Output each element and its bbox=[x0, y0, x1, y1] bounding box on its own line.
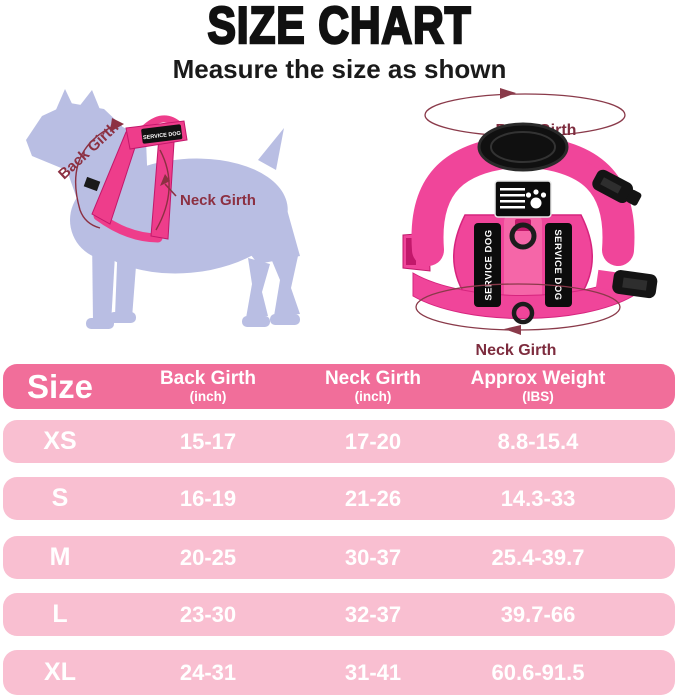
harness-neck-girth-label: Neck Girth bbox=[476, 342, 557, 359]
mesh-pad bbox=[477, 122, 569, 172]
back-girth-arrow-icon bbox=[500, 88, 516, 99]
back-girth-arrow-icon bbox=[110, 118, 124, 132]
neck-girth-value: 21-26 bbox=[344, 485, 402, 511]
column-unit: (inch) bbox=[189, 389, 227, 405]
neck-girth-arrow-icon bbox=[160, 174, 170, 186]
svg-text:SERVICE DOG: SERVICE DOG bbox=[552, 229, 563, 300]
harness-neck-girth-annotation: Neck Girth bbox=[415, 283, 621, 359]
column-header-size: Size bbox=[26, 367, 94, 405]
table-row-l: L 23-30 32-37 39.7-66 bbox=[3, 593, 675, 636]
flag-paw-patch bbox=[494, 180, 552, 218]
dog-neck-girth-annotation: Neck Girth bbox=[155, 149, 256, 231]
size-label: XL bbox=[44, 658, 76, 686]
dog-neck-girth-label: Neck Girth bbox=[180, 192, 256, 209]
neck-girth-value: 31-41 bbox=[344, 659, 402, 685]
back-girth-value: 16-19 bbox=[179, 485, 237, 511]
size-table: Size Back Girth (inch) Neck Girth (inch)… bbox=[3, 364, 675, 698]
service-patch-right: SERVICE DOG bbox=[545, 223, 572, 307]
neck-girth-value: 32-37 bbox=[344, 601, 402, 627]
back-girth-value: 24-31 bbox=[179, 659, 237, 685]
column-unit: (inch) bbox=[354, 389, 392, 405]
bottom-d-ring bbox=[511, 301, 535, 325]
weight-value: 8.8-15.4 bbox=[497, 428, 579, 454]
service-patch-left: SERVICE DOG bbox=[474, 223, 501, 307]
back-girth-value: 20-25 bbox=[179, 544, 237, 570]
column-header-approx-weight: Approx Weight (IBS) bbox=[447, 369, 629, 404]
dog-service-patch: SERVICE DOG bbox=[141, 124, 183, 144]
table-header-row: Size Back Girth (inch) Neck Girth (inch)… bbox=[3, 364, 675, 409]
svg-text:SERVICE DOG: SERVICE DOG bbox=[484, 229, 495, 300]
size-label: XS bbox=[43, 427, 77, 455]
size-label: M bbox=[49, 543, 71, 571]
strap-buckle bbox=[83, 176, 101, 192]
page-subtitle: Measure the size as shown bbox=[172, 54, 507, 84]
back-girth-value: 23-30 bbox=[179, 601, 237, 627]
svg-text:SERVICE DOG: SERVICE DOG bbox=[143, 131, 182, 142]
back-girth-value: 15-17 bbox=[179, 428, 237, 454]
weight-value: 39.7-66 bbox=[500, 601, 576, 627]
table-row-s: S 16-19 21-26 14.3-33 bbox=[3, 477, 675, 520]
size-label: L bbox=[52, 600, 68, 628]
neck-girth-arrow-icon bbox=[504, 325, 521, 335]
size-label: S bbox=[51, 484, 69, 512]
dog-measurement-diagram: SERVICE DOG Back Girth Neck Girth bbox=[26, 89, 300, 329]
column-header-back-girth: Back Girth (inch) bbox=[117, 369, 299, 404]
bottom-buckle bbox=[595, 269, 658, 299]
table-row-xs: XS 15-17 17-20 8.8-15.4 bbox=[3, 420, 675, 463]
weight-value: 25.4-39.7 bbox=[491, 544, 585, 570]
harness-product-diagram: Back Girth bbox=[402, 88, 658, 359]
neck-girth-value: 17-20 bbox=[344, 428, 402, 454]
d-ring bbox=[509, 222, 537, 250]
neck-girth-value: 30-37 bbox=[344, 544, 402, 570]
column-header-neck-girth: Neck Girth (inch) bbox=[299, 369, 447, 404]
column-unit: (IBS) bbox=[522, 389, 554, 405]
weight-value: 14.3-33 bbox=[500, 485, 576, 511]
page-title: SIZE CHART bbox=[206, 0, 472, 55]
weight-value: 60.6-91.5 bbox=[491, 659, 585, 685]
top-buckle bbox=[574, 160, 642, 206]
table-row-xl: XL 24-31 31-41 60.6-91.5 bbox=[3, 650, 675, 695]
table-row-m: M 20-25 30-37 25.4-39.7 bbox=[3, 536, 675, 579]
